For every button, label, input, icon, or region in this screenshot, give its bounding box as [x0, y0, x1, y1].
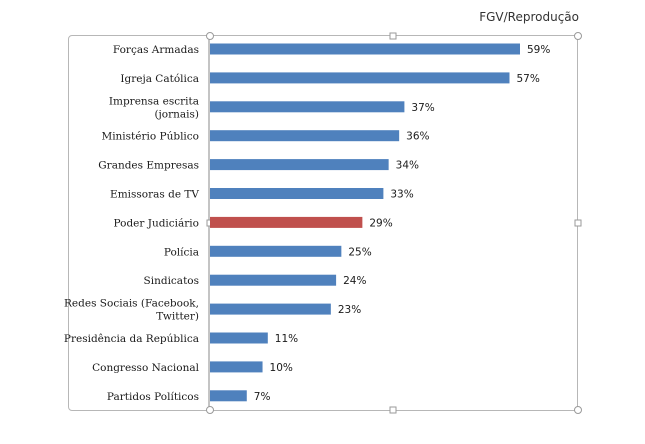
- source-credit: FGV/Reprodução: [479, 10, 579, 24]
- category-label-2: Imprensa escrita (jornais): [109, 95, 199, 120]
- value-label-7: 25%: [348, 246, 371, 258]
- bar-2: [210, 101, 405, 113]
- category-label-6: Poder Judiciário: [113, 217, 199, 229]
- value-label-10: 11%: [275, 333, 298, 345]
- bar-6: [210, 216, 363, 228]
- corner-handle-1[interactable]: [574, 32, 582, 40]
- category-label-5: Emissoras de TV: [110, 189, 199, 201]
- value-label-8: 24%: [343, 275, 366, 287]
- value-label-11: 10%: [270, 362, 293, 374]
- bar-1: [210, 72, 510, 84]
- selection-handles: [206, 32, 582, 414]
- value-label-12: 7%: [254, 391, 271, 403]
- bar-9: [210, 303, 331, 315]
- bar-4: [210, 159, 389, 171]
- value-label-4: 34%: [396, 160, 419, 172]
- bars-group: 59% Forças Armadas 57% Igreja Católica 37% Im…: [64, 43, 550, 403]
- category-label-11: Congresso Nacional: [92, 362, 200, 374]
- category-label-9: Redes Sociais (Facebook, Twitter): [64, 298, 199, 323]
- bar-5: [210, 188, 384, 199]
- value-label-0: 59%: [527, 44, 550, 56]
- corner-handle-3[interactable]: [574, 406, 582, 414]
- category-label-4: Grandes Empresas: [98, 160, 199, 172]
- value-label-3: 36%: [406, 131, 429, 143]
- corner-handle-0[interactable]: [206, 32, 214, 40]
- value-label-1: 57%: [516, 73, 539, 85]
- category-label-7: Polícia: [164, 246, 199, 258]
- category-label-10: Presidência da República: [64, 333, 199, 345]
- bar-12: [210, 390, 247, 402]
- value-label-9: 23%: [338, 304, 361, 316]
- edge-handle-0[interactable]: [389, 32, 397, 40]
- bar-3: [210, 130, 400, 142]
- bar-8: [210, 274, 337, 286]
- bar-0: [210, 43, 520, 55]
- category-label-0: Forças Armadas: [113, 44, 199, 56]
- edge-handle-3[interactable]: [574, 219, 582, 227]
- corner-handle-2[interactable]: [206, 406, 214, 414]
- bar-10: [210, 332, 268, 344]
- category-label-12: Partidos Políticos: [107, 391, 199, 403]
- value-label-2: 37%: [411, 102, 434, 114]
- value-label-6: 29%: [369, 217, 392, 229]
- category-label-8: Sindicatos: [144, 275, 199, 287]
- category-label-3: Ministério Público: [101, 131, 199, 143]
- bar-11: [210, 361, 263, 373]
- value-label-5: 33%: [390, 189, 413, 201]
- category-label-1: Igreja Católica: [120, 73, 199, 85]
- bar-7: [210, 245, 342, 257]
- edge-handle-1[interactable]: [389, 406, 397, 414]
